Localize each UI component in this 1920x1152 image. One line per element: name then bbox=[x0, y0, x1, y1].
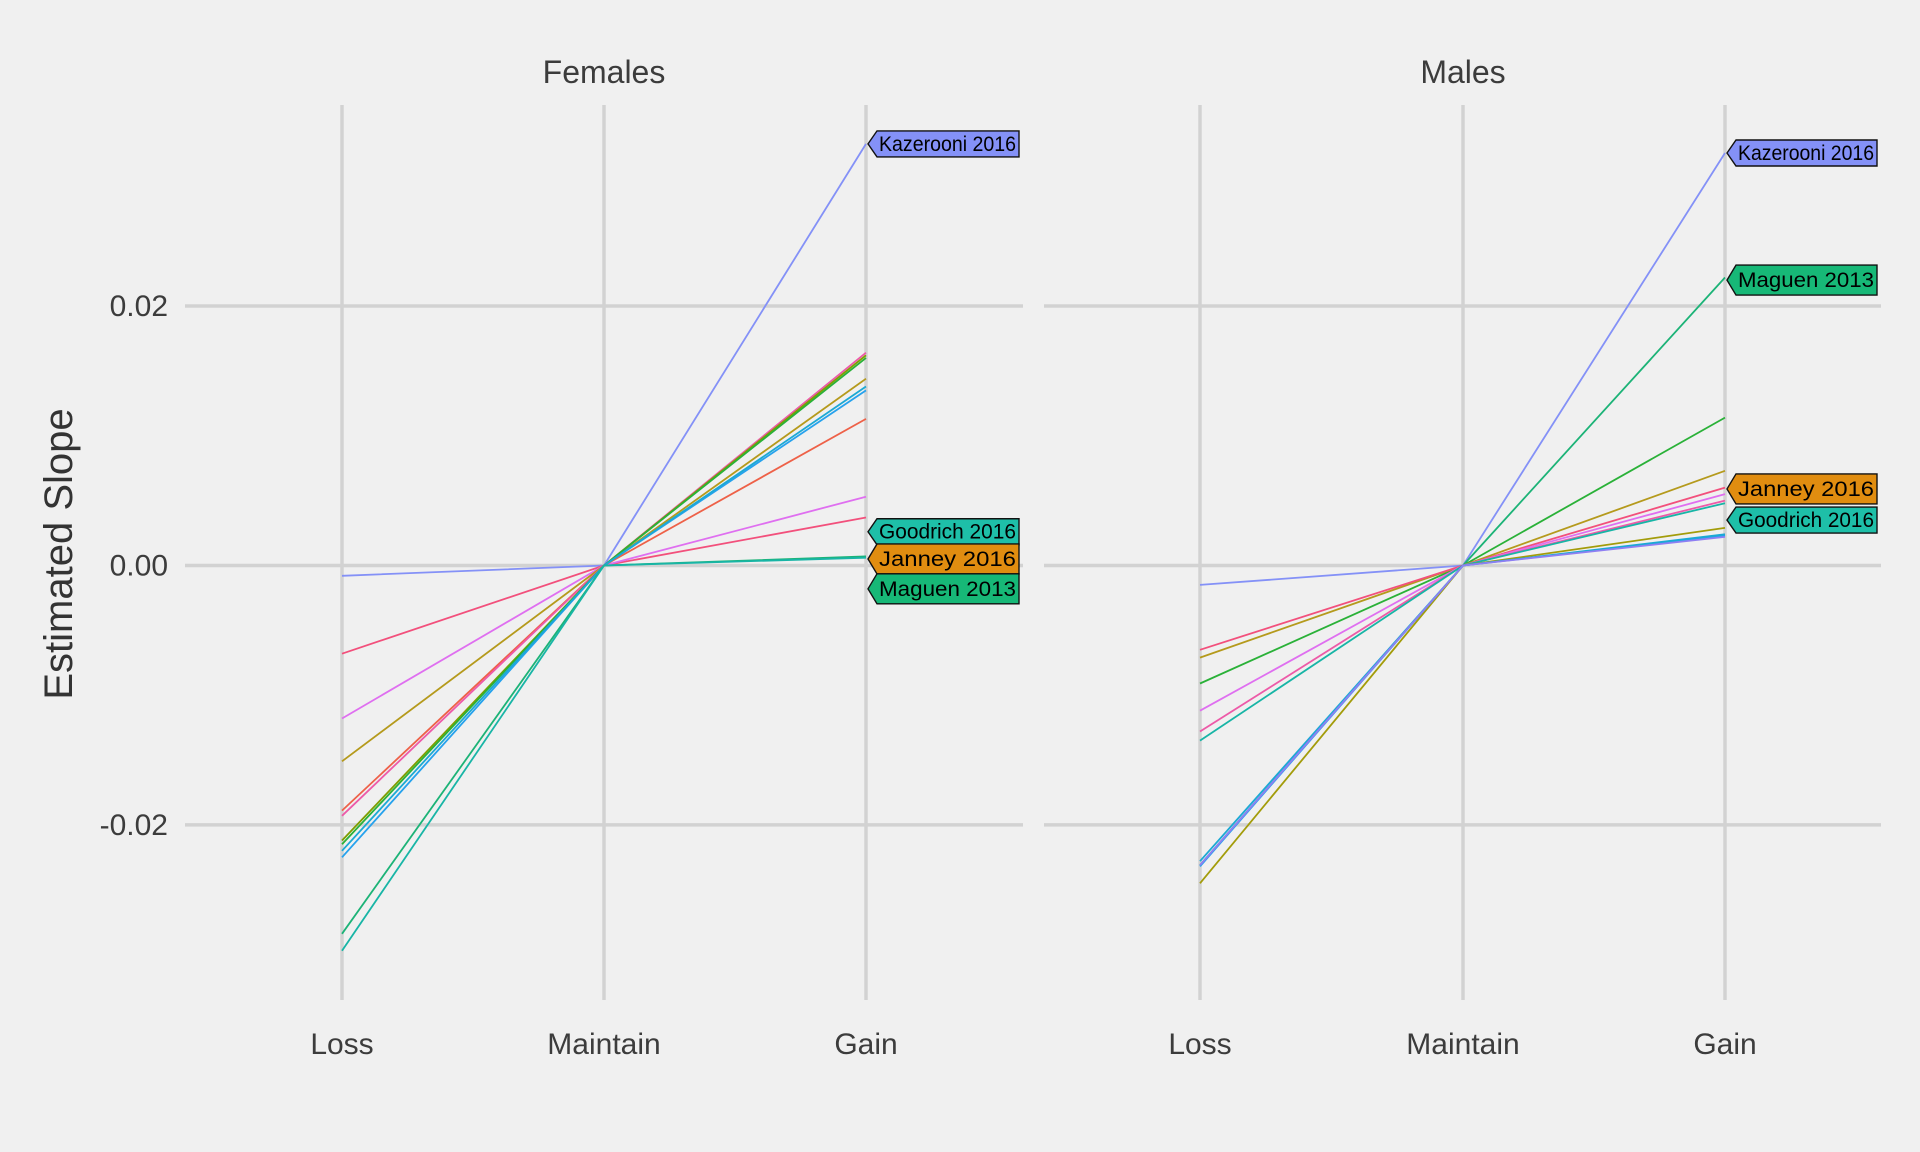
series-line bbox=[341, 556, 867, 952]
label-tag-shape bbox=[867, 543, 1020, 575]
series-end-label: Goodrich 2016 bbox=[1726, 506, 1878, 534]
series-line bbox=[1199, 536, 1726, 866]
label-tag-shape bbox=[867, 130, 1020, 158]
x-tick-label: Gain bbox=[834, 1028, 897, 1061]
series-end-label: Maguen 2013 bbox=[1726, 264, 1878, 296]
x-tick-label: Gain bbox=[1693, 1028, 1756, 1061]
panel-females: Females Kazerooni 2016 Goodrich 2016 Janne… bbox=[185, 54, 1023, 1061]
label-tag-shape bbox=[867, 518, 1020, 546]
label-tag-shape bbox=[1726, 473, 1878, 505]
panel-title: Females bbox=[543, 54, 666, 90]
label-tag-text: Maguen 2013 bbox=[1738, 269, 1874, 292]
x-tick-label: Loss bbox=[1168, 1028, 1231, 1061]
series-end-label: Kazerooni 2016 bbox=[867, 130, 1020, 158]
series-end-label: Janney 2016 bbox=[1726, 473, 1878, 505]
y-tick-label: -0.02 bbox=[100, 809, 168, 842]
label-tag-shape bbox=[1726, 264, 1878, 296]
panel-males: Males Kazerooni 2016 Maguen 2013 Janney 20… bbox=[1044, 54, 1881, 1061]
series-end-label: Janney 2016 bbox=[867, 543, 1020, 575]
label-tag-text: Kazerooni 2016 bbox=[1738, 142, 1874, 165]
label-tag-shape bbox=[867, 573, 1020, 605]
label-tag-text: Janney 2016 bbox=[879, 548, 1016, 571]
x-tick-label: Maintain bbox=[1406, 1028, 1519, 1061]
series-end-label: Goodrich 2016 bbox=[867, 518, 1020, 546]
label-tag-text: Goodrich 2016 bbox=[879, 521, 1016, 544]
y-tick-label: 0.00 bbox=[110, 549, 168, 582]
series-end-label: Maguen 2013 bbox=[867, 573, 1020, 605]
label-tag-shape bbox=[1726, 506, 1878, 534]
label-tag-text: Janney 2016 bbox=[1738, 478, 1874, 501]
series-end-label: Kazerooni 2016 bbox=[1726, 139, 1878, 167]
y-tick-label: 0.02 bbox=[110, 290, 168, 323]
label-tag-text: Goodrich 2016 bbox=[1738, 509, 1874, 532]
x-tick-label: Loss bbox=[310, 1028, 373, 1061]
label-tag-text: Kazerooni 2016 bbox=[879, 133, 1016, 156]
y-axis-label: Estimated Slope bbox=[37, 408, 81, 699]
panel-title: Males bbox=[1420, 54, 1505, 90]
x-tick-label: Maintain bbox=[547, 1028, 660, 1061]
label-tag-shape bbox=[1726, 139, 1878, 167]
label-tag-text: Maguen 2013 bbox=[879, 578, 1016, 601]
